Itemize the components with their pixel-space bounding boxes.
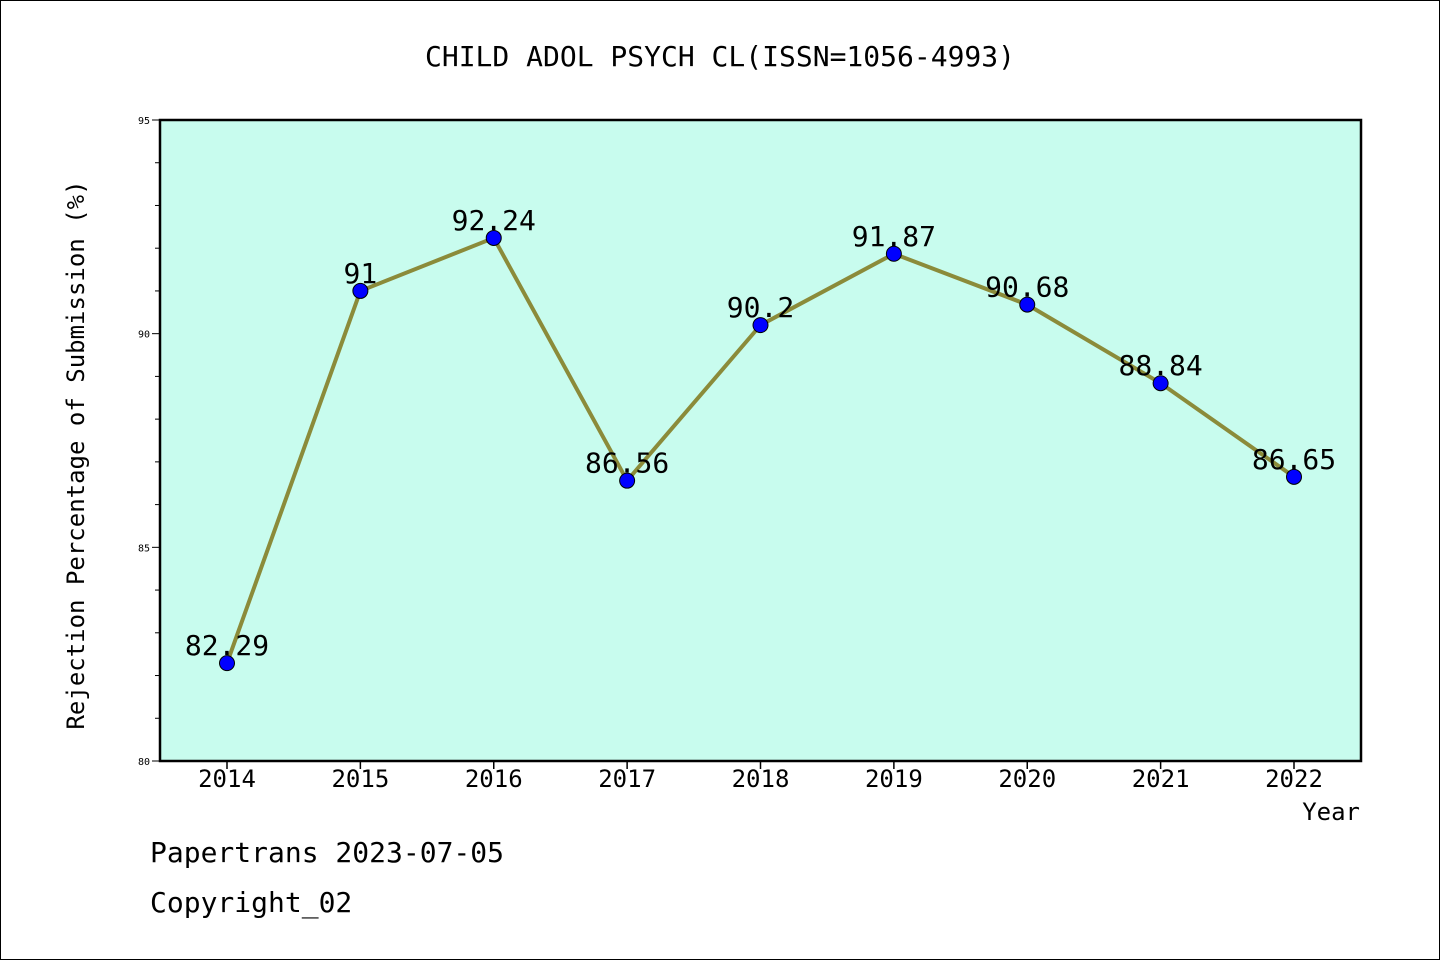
y-axis-label: Rejection Percentage of Submission (%) bbox=[62, 180, 90, 729]
data-label: 91.87 bbox=[852, 220, 936, 253]
data-label: 86.65 bbox=[1252, 443, 1336, 476]
x-tick-label: 2022 bbox=[1265, 765, 1323, 793]
footer-date: Papertrans 2023-07-05 bbox=[150, 836, 505, 869]
data-label: 88.84 bbox=[1118, 349, 1202, 382]
y-tick-label: 85 bbox=[138, 543, 150, 554]
y-tick-label: 80 bbox=[138, 757, 150, 768]
x-axis: 2014 2015 2016 2017 2018 2019 2020 2021 2022 bbox=[198, 761, 1323, 793]
y-tick-label: 95 bbox=[138, 116, 150, 127]
data-point bbox=[219, 655, 235, 672]
y-axis: 80 85 90 95 bbox=[138, 116, 160, 768]
data-point bbox=[1152, 375, 1169, 392]
data-label: 92.24 bbox=[452, 204, 536, 237]
series-markers bbox=[219, 229, 1302, 672]
data-point bbox=[619, 472, 636, 489]
x-tick-label: 2019 bbox=[865, 765, 923, 793]
data-labels: 82.29 91 92.24 86.56 90.2 91.87 90.68 88.84 86.6… bbox=[185, 204, 1336, 662]
footer-copyright: Copyright_02 bbox=[150, 886, 353, 919]
data-label: 82.29 bbox=[185, 629, 269, 662]
x-tick-label: 2020 bbox=[998, 765, 1056, 793]
x-tick-label: 2017 bbox=[598, 765, 656, 793]
data-label: 91 bbox=[344, 257, 378, 290]
data-point bbox=[885, 245, 902, 262]
data-point bbox=[485, 229, 502, 246]
data-label: 90.68 bbox=[985, 271, 1069, 304]
data-label: 90.2 bbox=[727, 291, 794, 324]
data-point bbox=[752, 317, 769, 334]
plot-area bbox=[158, 118, 1363, 763]
chart-title: CHILD ADOL PSYCH CL(ISSN=1056-4993) bbox=[425, 40, 1015, 73]
data-point bbox=[1286, 468, 1302, 485]
y-tick-label: 90 bbox=[138, 330, 150, 341]
x-tick-label: 2014 bbox=[198, 765, 256, 793]
x-tick-label: 2018 bbox=[732, 765, 790, 793]
data-label: 86.56 bbox=[585, 447, 669, 480]
x-axis-label: Year bbox=[1302, 798, 1360, 826]
x-tick-label: 2016 bbox=[465, 765, 523, 793]
data-point bbox=[1019, 296, 1036, 313]
data-point bbox=[352, 282, 369, 299]
x-tick-label: 2021 bbox=[1132, 765, 1190, 793]
x-tick-label: 2015 bbox=[331, 765, 389, 793]
